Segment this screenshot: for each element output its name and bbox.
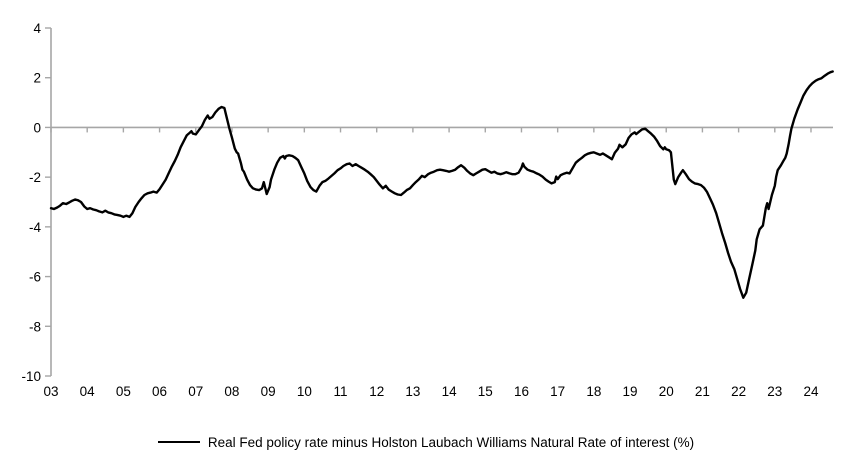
x-tick-label-18: 18 bbox=[586, 384, 601, 399]
x-tick-label-04: 04 bbox=[80, 384, 96, 399]
x-tick-label-08: 08 bbox=[224, 384, 239, 399]
y-tick-label--6: -6 bbox=[29, 270, 41, 285]
x-tick-label-07: 07 bbox=[188, 384, 203, 399]
legend: Real Fed policy rate minus Holston Lauba… bbox=[0, 428, 852, 456]
x-tick-label-14: 14 bbox=[442, 384, 458, 399]
y-tick-label--10: -10 bbox=[21, 369, 41, 384]
y-tick-label--2: -2 bbox=[29, 170, 41, 185]
series-line-0 bbox=[49, 70, 834, 299]
x-tick-label-12: 12 bbox=[369, 384, 384, 399]
x-tick-label-21: 21 bbox=[695, 384, 710, 399]
legend-label: Real Fed policy rate minus Holston Lauba… bbox=[207, 434, 695, 450]
x-tick-label-17: 17 bbox=[550, 384, 565, 399]
y-tick-label-2: 2 bbox=[33, 71, 41, 86]
x-tick-label-16: 16 bbox=[514, 384, 529, 399]
x-tick-label-19: 19 bbox=[623, 384, 638, 399]
x-tick-label-05: 05 bbox=[116, 384, 131, 399]
y-tick-label--4: -4 bbox=[29, 220, 41, 235]
x-tick-label-11: 11 bbox=[334, 384, 348, 399]
x-tick-label-24: 24 bbox=[803, 384, 819, 399]
x-tick-label-03: 03 bbox=[43, 384, 58, 399]
y-tick-label-0: 0 bbox=[33, 120, 41, 135]
x-tick-label-22: 22 bbox=[731, 384, 746, 399]
y-tick-label-4: 4 bbox=[33, 21, 41, 36]
y-tick-label--8: -8 bbox=[29, 319, 41, 334]
x-tick-label-23: 23 bbox=[767, 384, 782, 399]
x-tick-label-13: 13 bbox=[405, 384, 420, 399]
x-tick-label-15: 15 bbox=[478, 384, 493, 399]
x-tick-label-20: 20 bbox=[659, 384, 674, 399]
x-tick-label-06: 06 bbox=[152, 384, 167, 399]
x-tick-label-09: 09 bbox=[261, 384, 276, 399]
legend-line-marker bbox=[157, 441, 200, 443]
x-tick-label-10: 10 bbox=[297, 384, 312, 399]
